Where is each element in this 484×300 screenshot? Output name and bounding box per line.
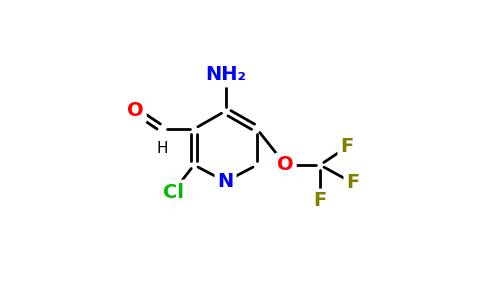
Text: O: O xyxy=(127,101,144,121)
Text: F: F xyxy=(347,173,360,193)
Text: Cl: Cl xyxy=(163,182,183,202)
Text: H: H xyxy=(157,141,168,156)
Text: NH₂: NH₂ xyxy=(205,65,246,85)
Text: F: F xyxy=(313,191,327,211)
Text: O: O xyxy=(277,155,294,175)
Text: F: F xyxy=(340,137,354,157)
Text: N: N xyxy=(217,172,234,191)
